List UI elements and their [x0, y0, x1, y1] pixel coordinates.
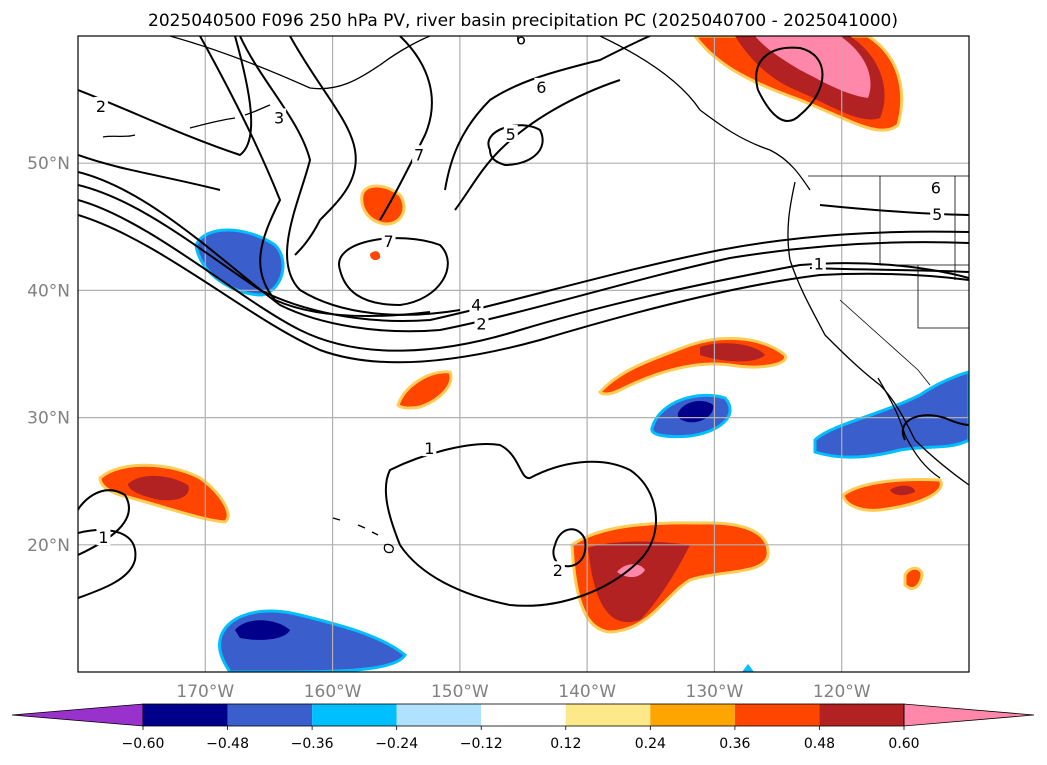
grid-lines: [78, 36, 969, 672]
contour-label-bg: [381, 231, 396, 249]
contour-label: 2: [96, 97, 106, 116]
contour-label: 6: [536, 78, 546, 97]
coastlines: [102, 36, 969, 554]
lon-tick-label: 160°W: [304, 682, 362, 702]
colorbar-tick-label: −0.48: [206, 736, 249, 752]
latitude-tick-labels: 20°N 30°N 40°N 50°N: [27, 154, 70, 556]
pc-negative-subtropical-east: [650, 393, 732, 439]
contour-label-bg: [930, 205, 945, 223]
colorbar-segment: [227, 704, 313, 726]
contour-label: 1: [98, 528, 108, 547]
lat-tick-label: 30°N: [27, 409, 70, 429]
colorbar: [11, 703, 1035, 727]
colorbar-tick-label: 0.36: [719, 736, 750, 752]
pc-negative-south-hawaii: [218, 609, 754, 672]
contour-label: 2: [476, 314, 486, 333]
colorbar-segment: [312, 704, 397, 726]
colorbar-segment: [396, 704, 482, 726]
colorbar-extend-high: [903, 703, 1035, 727]
contour-label-bg: [513, 36, 528, 47]
pc-positive-baja: [841, 478, 943, 512]
colorbar-outline: [142, 703, 905, 727]
longitude-tick-labels: 170°W 160°W 150°W 140°W 130°W 120°W: [176, 682, 870, 702]
contour-label-bg: [93, 96, 108, 114]
lat-tick-label: 20°N: [27, 536, 70, 556]
contour-label: 1: [814, 255, 824, 274]
lat-tick-label: 50°N: [27, 154, 70, 174]
lon-tick-label: 150°W: [431, 682, 489, 702]
contour-label-bg: [422, 439, 437, 457]
contour-label: 2: [553, 561, 563, 580]
pc-negative-california: [813, 370, 969, 459]
colorbar-tick-label: −0.36: [291, 736, 334, 752]
colorbar-tick-label: 0.12: [550, 736, 581, 752]
contour-label: 4: [471, 295, 481, 314]
colorbar-tick-label: 0.48: [804, 736, 835, 752]
contour-label: 6: [931, 178, 941, 197]
contour-label-bg: [469, 295, 484, 313]
contour-label-bg: [474, 314, 489, 332]
colorbar-segment: [819, 704, 904, 726]
colorbar-tick-labels: −0.60 −0.48 −0.36 −0.24 −0.12 0.12 0.24 0.36 0.4…: [122, 726, 920, 752]
pc-positive-hawaii-east: [570, 521, 770, 634]
colorbar-tick-label: 0.60: [888, 736, 919, 752]
contour-label-bg: [550, 561, 565, 579]
lon-tick-label: 170°W: [176, 682, 234, 702]
contour-label-bg: [503, 124, 518, 142]
lon-tick-label: 120°W: [813, 682, 871, 702]
contour-label-bg: [928, 178, 943, 196]
pc-positive-subtropical-east: [598, 337, 787, 396]
contour-label: 5: [932, 205, 942, 224]
state-borders: [808, 175, 969, 386]
colorbar-tick-label: −0.24: [375, 736, 418, 752]
contour-label: 1: [424, 439, 434, 458]
contour-label: 7: [383, 232, 393, 251]
contour-label-bg: [272, 108, 287, 126]
pc-positive-mexico-small: [903, 566, 924, 590]
contour-label-bg: [96, 528, 111, 546]
pc-positive-central-pacific: [396, 370, 453, 410]
chart-title: 2025040500 F096 250 hPa PV, river basin …: [148, 11, 898, 31]
colorbar-tick-label: −0.60: [122, 736, 165, 752]
pc-positive-west-subtropics: [98, 463, 230, 524]
colorbar-tick-label: −0.12: [460, 736, 503, 752]
colorbar-segment: [143, 704, 228, 726]
map-background: [78, 36, 969, 672]
colorbar-segment: [734, 704, 820, 726]
lat-tick-label: 40°N: [27, 281, 70, 301]
contour-label: 6: [516, 30, 526, 49]
pv-contours: [78, 36, 969, 607]
lon-tick-label: 130°W: [686, 682, 744, 702]
contour-label-bg: [811, 254, 826, 272]
contour-label-bg: [412, 145, 427, 163]
contour-label: 3: [274, 108, 284, 127]
colorbar-segment: [565, 704, 651, 726]
colorbar-segment: [481, 704, 566, 726]
colorbar-tick-label: 0.24: [635, 736, 666, 752]
contour-label-bg: [534, 77, 549, 95]
colorbar-extend-low: [11, 703, 144, 727]
contour-label: 5: [506, 125, 516, 144]
lon-tick-label: 140°W: [558, 682, 616, 702]
map-frame: [77, 35, 970, 673]
contour-label: 7: [414, 145, 424, 164]
colorbar-segment: [650, 704, 735, 726]
